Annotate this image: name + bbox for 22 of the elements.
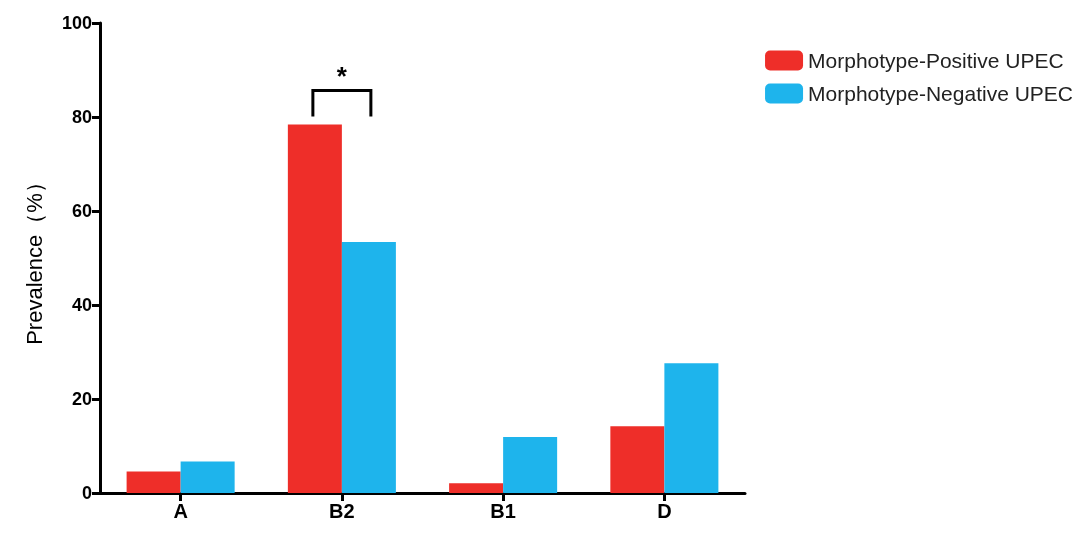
x-tick-label: B1 [490, 500, 516, 522]
x-tick-label: A [173, 500, 188, 522]
y-tick-label: 80 [71, 107, 92, 127]
bar [610, 426, 665, 493]
y-tick-label: 0 [81, 483, 92, 503]
bar [449, 483, 504, 493]
y-tick-label: 20 [71, 389, 92, 409]
y-tick-label: 40 [71, 295, 92, 315]
legend-label: Morphotype-Negative UPEC [808, 82, 1073, 105]
x-tick-label: B2 [329, 500, 355, 522]
bar [503, 437, 558, 493]
annotation: * [336, 60, 348, 91]
y-tick-label: 100 [61, 13, 92, 33]
bar [341, 242, 396, 493]
bar [126, 471, 181, 493]
bar [664, 363, 719, 493]
x-tick-label: D [657, 500, 672, 522]
y-tick-label: 60 [71, 201, 92, 221]
y-axis-title: Prevalence（%） [21, 171, 47, 345]
bar [180, 461, 235, 493]
bar [287, 124, 342, 493]
legend-label: Morphotype-Positive UPEC [808, 49, 1064, 72]
